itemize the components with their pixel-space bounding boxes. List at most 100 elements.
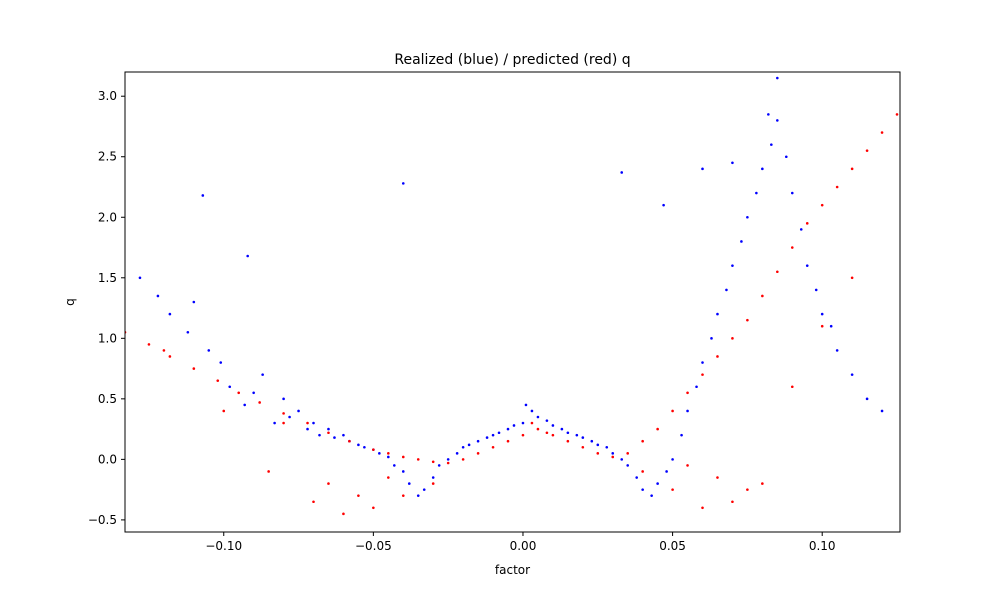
predicted-point [850, 167, 854, 171]
realized-point [596, 443, 600, 447]
predicted-point [282, 421, 285, 425]
realized-point [746, 215, 749, 219]
realized-point [201, 194, 205, 197]
y-tick-label: 2.0 [98, 210, 117, 224]
realized-point [512, 424, 516, 427]
realized-point [641, 488, 644, 491]
predicted-point [656, 427, 659, 431]
realized-point [710, 337, 713, 340]
points-layer [125, 76, 899, 516]
predicted-point [372, 506, 375, 510]
realized-point [761, 167, 764, 171]
realized-point [770, 143, 773, 146]
predicted-point [222, 409, 226, 413]
chart-title: Realized (blue) / predicted (red) q [394, 52, 630, 68]
predicted-point [416, 458, 420, 461]
realized-point [288, 415, 291, 419]
realized-point [850, 373, 854, 376]
realized-point [192, 300, 196, 304]
y-tick-label: −0.5 [88, 513, 117, 527]
predicted-point [216, 379, 220, 382]
predicted-point [431, 482, 435, 485]
y-tick-label: 0.5 [98, 392, 117, 406]
realized-point [401, 470, 405, 473]
realized-point [620, 458, 624, 461]
predicted-point [776, 270, 779, 274]
realized-point [246, 254, 249, 258]
realized-point [790, 191, 794, 195]
realized-point [521, 421, 525, 425]
realized-point [776, 119, 779, 122]
predicted-point [348, 439, 351, 443]
realized-point [333, 436, 336, 439]
predicted-point [671, 488, 674, 491]
realized-point [716, 312, 719, 316]
x-axis: −0.10 −0.05 0.00 0.05 0.10 [205, 532, 836, 553]
predicted-point [237, 391, 241, 395]
predicted-point [746, 318, 749, 322]
realized-point [461, 445, 465, 449]
predicted-point [401, 455, 405, 459]
predicted-point [641, 439, 644, 443]
realized-point [524, 403, 528, 407]
realized-point [581, 436, 585, 439]
realized-point [186, 330, 190, 334]
predicted-point [820, 203, 824, 207]
predicted-point [162, 349, 166, 352]
realized-point [725, 288, 728, 292]
y-tick-label: 1.5 [98, 271, 117, 285]
y-tick-label: 0.0 [98, 452, 117, 466]
realized-point [805, 264, 809, 267]
realized-point [767, 113, 770, 116]
predicted-point [761, 294, 764, 298]
realized-point [422, 488, 426, 491]
realized-point [566, 431, 570, 435]
realized-point [219, 361, 223, 364]
realized-point [536, 415, 540, 419]
y-tick-label: 1.0 [98, 331, 117, 345]
realized-point [620, 171, 624, 174]
predicted-point [865, 149, 869, 152]
realized-point [168, 312, 172, 316]
realized-point [476, 439, 480, 443]
predicted-point [761, 482, 764, 485]
predicted-point [506, 439, 510, 443]
realized-point [312, 421, 315, 425]
predicted-point [850, 276, 854, 280]
realized-point [635, 476, 638, 479]
predicted-point [596, 452, 600, 455]
realized-point [378, 452, 381, 455]
predicted-point [258, 401, 261, 404]
realized-point [551, 424, 555, 427]
predicted-point [372, 448, 375, 451]
realized-point [273, 421, 276, 425]
predicted-point [267, 470, 270, 473]
predicted-point [147, 343, 151, 346]
realized-point [407, 482, 411, 485]
x-tick-label: 0.00 [510, 539, 537, 553]
realized-point [731, 161, 734, 165]
predicted-point [805, 222, 809, 225]
realized-point [530, 409, 534, 413]
predicted-point [716, 476, 719, 479]
predicted-point [312, 500, 315, 504]
realized-point [665, 470, 668, 473]
realized-point [228, 385, 232, 389]
realized-point [138, 276, 142, 280]
realized-point [814, 288, 818, 292]
plot-frame [124, 71, 901, 533]
realized-point [506, 427, 510, 431]
realized-point [282, 397, 285, 401]
realized-point [387, 455, 390, 459]
realized-point [455, 452, 459, 455]
predicted-point [880, 131, 884, 134]
realized-point [485, 436, 489, 439]
predicted-point [686, 391, 689, 395]
predicted-point [521, 433, 525, 437]
realized-point [626, 464, 629, 467]
predicted-point [461, 458, 465, 461]
predicted-point [835, 185, 839, 189]
realized-point [431, 476, 435, 479]
predicted-point [790, 246, 794, 249]
predicted-point [536, 427, 540, 431]
